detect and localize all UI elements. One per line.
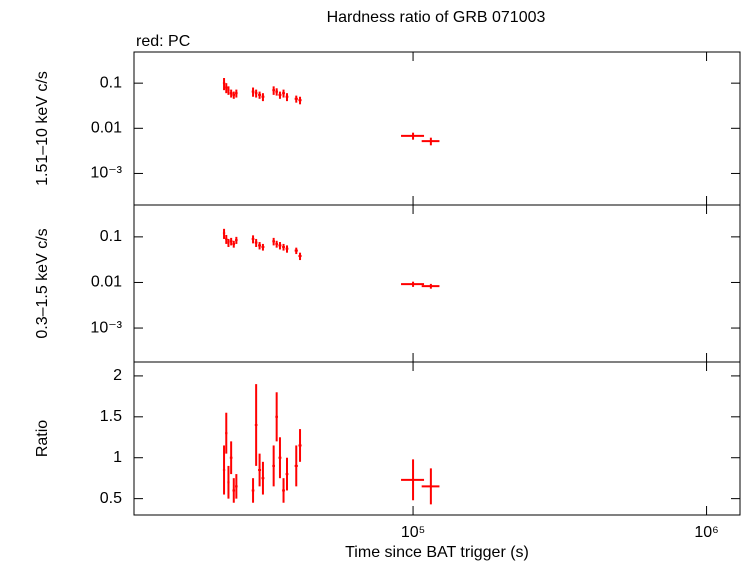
y-tick-label: 10⁻³ (90, 165, 122, 182)
plot-frame (133, 204, 741, 363)
y-tick-label: 0.01 (91, 274, 122, 291)
y-tick-label: 0.1 (100, 228, 122, 245)
y-tick-label: 10⁻³ (90, 319, 122, 336)
plot-frame (133, 51, 741, 206)
y-axis-label: Ratio (34, 420, 51, 457)
y-tick-label: 2 (113, 367, 122, 384)
y-tick-label: 1.5 (100, 408, 122, 425)
x-axis-label: Time since BAT trigger (s) (345, 544, 529, 561)
chart-title: Hardness ratio of GRB 071003 (327, 9, 546, 26)
y-tick-label: 1 (113, 449, 122, 466)
x-tick-label: 10⁶ (694, 524, 718, 541)
plot-frame (133, 361, 741, 516)
y-tick-label: 0.01 (91, 120, 122, 137)
y-axis-label: 0.3–1.5 keV c/s (34, 228, 51, 338)
y-tick-label: 0.5 (100, 490, 122, 507)
y-axis-label: 1.51–10 keV c/s (34, 71, 51, 186)
annotation: red: PC (136, 33, 190, 50)
x-tick-label: 10⁵ (401, 524, 425, 541)
y-tick-label: 0.1 (100, 74, 122, 91)
